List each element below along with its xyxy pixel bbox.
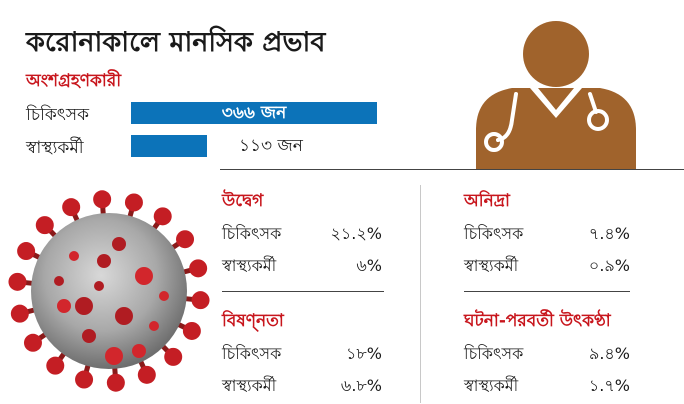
stat-title-depression: বিষণ্নতা [222, 311, 284, 331]
stat-row: স্বাস্থ্যকর্মী ৬.৮% [222, 372, 382, 404]
stat-block-depression: বিষণ্নতা চিকিৎসক ১৮% স্বাস্থ্যকর্মী ৬.৮% [222, 308, 382, 404]
stat-title-anxiety: উদ্বেগ [222, 191, 264, 211]
stat-row: চিকিৎসক ৯.৪% [464, 340, 630, 372]
participant-bar-health-worker [131, 135, 207, 157]
section-divider [220, 169, 684, 170]
stat-row: স্বাস্থ্যকর্মী ১.৭% [464, 372, 630, 404]
participant-value-health-worker: ১১৩ জন [239, 136, 303, 156]
stat-value: ৯.৪% [588, 344, 630, 363]
stethoscope-icon [484, 92, 609, 152]
stat-label: স্বাস্থ্যকর্মী [222, 376, 277, 395]
stat-label: স্বাস্থ্যকর্মী [222, 256, 277, 275]
stat-label: স্বাস্থ্যকর্মী [464, 376, 519, 395]
stat-block-insomnia: অনিদ্রা চিকিৎসক ৭.৪% স্বাস্থ্যকর্মী ০.৯% [464, 188, 630, 284]
stat-title-ptsd: ঘটনা-পরবর্তী উৎকণ্ঠা [464, 311, 611, 331]
page-title: করোনাকালে মানসিক প্রভাব [26, 27, 326, 58]
stat-block-ptsd: ঘটনা-পরবর্তী উৎকণ্ঠা চিকিৎসক ৯.৪% স্বাস্… [464, 308, 630, 404]
stat-divider [222, 291, 384, 292]
participant-label-doctor: চিকিৎসক [26, 105, 90, 125]
stat-value: ৬% [356, 256, 382, 275]
stat-value: ৬.৮% [340, 376, 382, 395]
column-divider [420, 185, 421, 403]
participant-value-doctor: ৩৬৬ জন [221, 103, 287, 123]
stat-block-anxiety: উদ্বেগ চিকিৎসক ২১.২% স্বাস্থ্যকর্মী ৬% [222, 188, 382, 284]
stat-row: চিকিৎসক ১৮% [222, 340, 382, 372]
participant-label-health-worker: স্বাস্থ্যকর্মী [26, 138, 84, 158]
stat-row: চিকিৎসক ৭.৪% [464, 220, 630, 252]
coronavirus-icon [8, 190, 210, 392]
stat-value: ৭.৪% [588, 224, 630, 243]
stat-value: ১৮% [346, 344, 382, 363]
stat-label: চিকিৎসক [464, 224, 524, 243]
doctor-icon [476, 21, 636, 170]
stat-divider [464, 291, 630, 292]
stat-label: চিকিৎসক [222, 224, 282, 243]
stat-value: ২১.২% [330, 224, 382, 243]
stat-value: ১.৭% [588, 376, 630, 395]
participant-bar-doctor [131, 102, 377, 124]
stat-row: স্বাস্থ্যকর্মী ০.৯% [464, 252, 630, 284]
participants-heading: অংশগ্রহণকারী [26, 71, 122, 91]
stat-label: চিকিৎসক [222, 344, 282, 363]
stat-row: স্বাস্থ্যকর্মী ৬% [222, 252, 382, 284]
stat-row: চিকিৎসক ২১.২% [222, 220, 382, 252]
stat-label: চিকিৎসক [464, 344, 524, 363]
stat-title-insomnia: অনিদ্রা [464, 191, 510, 211]
stat-label: স্বাস্থ্যকর্মী [464, 256, 519, 275]
stat-value: ০.৯% [588, 256, 630, 275]
